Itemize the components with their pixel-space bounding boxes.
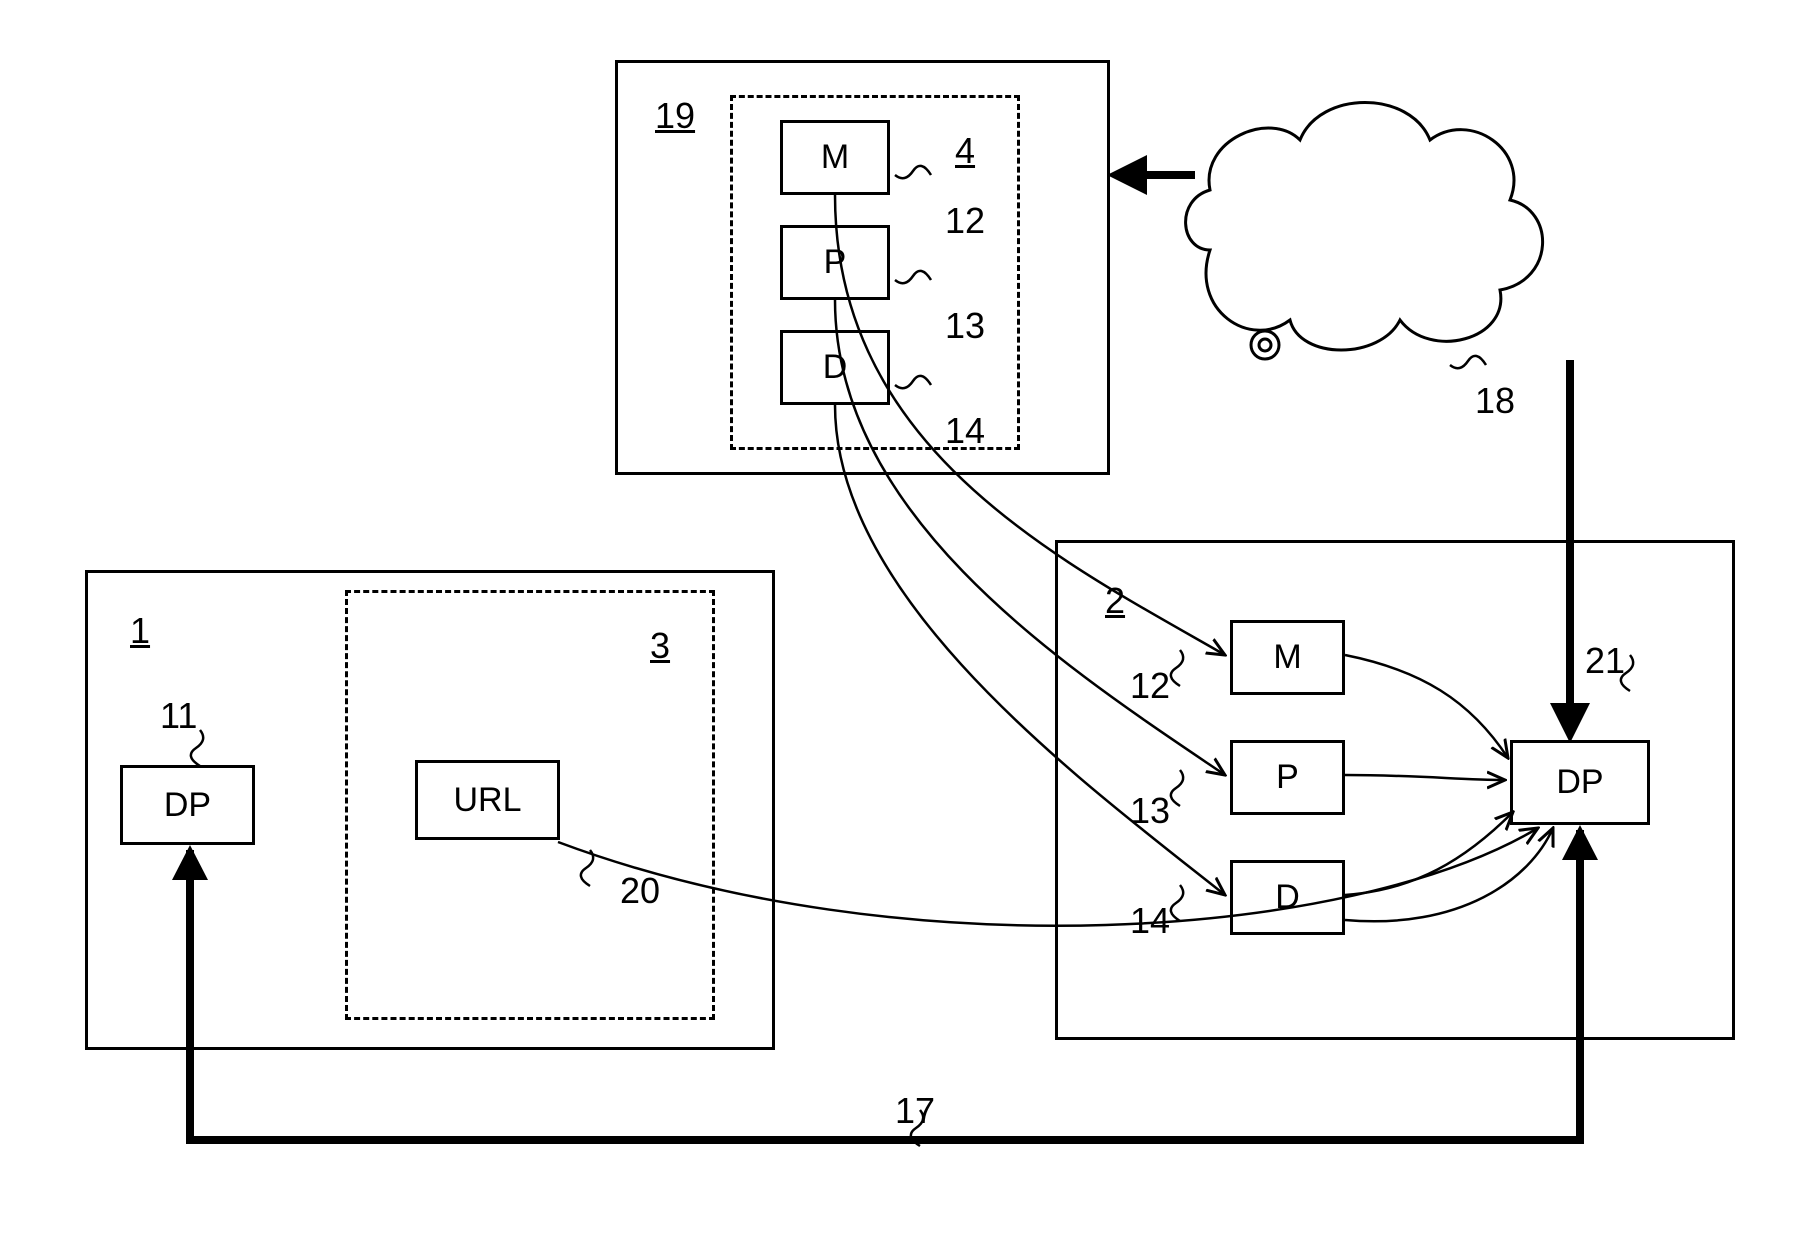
ref-21: 21 [1585, 640, 1625, 682]
node-right-D: D [1230, 860, 1345, 935]
node-left-DP: DP [120, 765, 255, 845]
container-1-id: 1 [130, 610, 150, 652]
ref-18: 18 [1475, 380, 1515, 422]
container-19-id: 19 [655, 95, 695, 137]
ref-14-top: 14 [945, 410, 985, 452]
node-right-M: M [1230, 620, 1345, 695]
dashed-4-id: 4 [955, 130, 975, 172]
node-top-D: D [780, 330, 890, 405]
ref-12-right: 12 [1130, 665, 1170, 707]
node-right-DP: DP [1510, 740, 1650, 825]
ref-13-right: 13 [1130, 790, 1170, 832]
cloud-icon [1186, 103, 1543, 360]
ref-11: 11 [160, 695, 197, 737]
ref-12-top: 12 [945, 200, 985, 242]
node-left-URL: URL [415, 760, 560, 840]
ref-13-top: 13 [945, 305, 985, 347]
diagram-canvas: 19 1 2 4 3 M P D DP URL M P D DP 11 12 1… [0, 0, 1810, 1241]
dashed-3-id: 3 [650, 625, 670, 667]
node-top-P: P [780, 225, 890, 300]
ref-17: 17 [895, 1090, 935, 1132]
container-2-id: 2 [1105, 580, 1125, 622]
ref-14-right: 14 [1130, 900, 1170, 942]
node-top-M: M [780, 120, 890, 195]
ref-20: 20 [620, 870, 660, 912]
node-right-P: P [1230, 740, 1345, 815]
